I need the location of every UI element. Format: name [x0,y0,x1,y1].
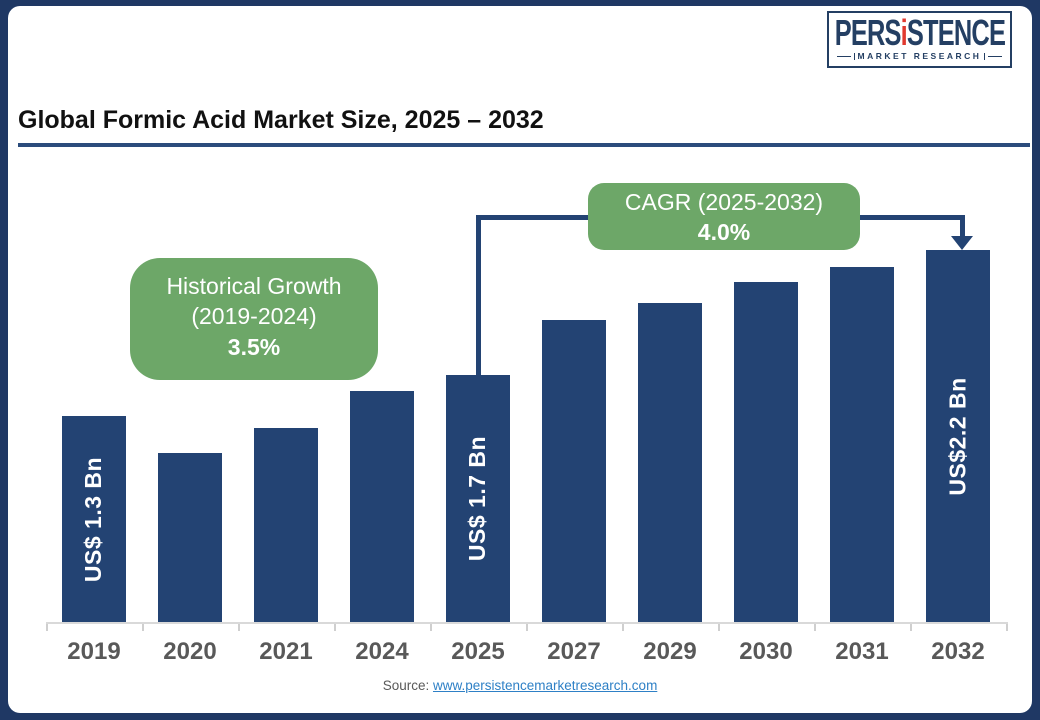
cagr-connector-left-horizontal [478,215,588,220]
cagr-connector-left-vertical [476,215,481,375]
x-axis-tick [718,624,720,631]
x-axis-tick [334,624,336,631]
x-axis-year-label: 2027 [547,638,601,665]
cagr-connector-right-vertical [960,215,965,238]
x-axis-tick [814,624,816,631]
x-axis-year-label: 2032 [931,638,985,665]
cagr-value: 4.0% [697,219,751,246]
x-axis-year-label: 2029 [643,638,697,665]
cagr-line1: CAGR (2025-2032) [624,189,824,215]
page-title: Global Formic Acid Market Size, 2025 – 2… [18,106,544,134]
tagline-right-tick [984,52,986,60]
historical-growth-line2: (2019-2024) [191,303,317,330]
bar-2019: US$ 1.3 Bn [62,416,126,622]
bar-2030 [734,282,798,622]
x-axis-tick [46,624,48,631]
x-axis-year-label: 2021 [259,638,313,665]
logo-tagline-text: MARKET RESEARCH [857,51,982,61]
historical-growth-line1: Historical Growth [166,273,342,299]
tagline-left-tick [853,52,855,60]
x-axis-year-label: 2025 [451,638,505,665]
cagr-annotation: CAGR (2025-2032) 4.0% [588,183,860,250]
x-axis-year-label: 2020 [163,638,217,665]
title-underline [18,143,1030,147]
bar-2029 [638,303,702,622]
bar-2025: US$ 1.7 Bn [446,375,510,622]
source-line: Source: www.persistencemarketresearch.co… [8,678,1032,693]
chart-area: US$ 1.3 Bn 2019 2020 2021 2024 US$ 1.7 Bn 2025… [8,6,1032,713]
x-axis-year-label: 2031 [835,638,889,665]
x-axis-year-label: 2019 [67,638,121,665]
x-axis-tick [1006,624,1008,631]
historical-growth-annotation: Historical Growth (2019-2024) 3.5% [130,258,378,380]
x-axis-tick [430,624,432,631]
bar-2021 [254,428,318,622]
historical-growth-value: 3.5% [227,333,281,360]
x-axis-tick [526,624,528,631]
infographic-canvas: PERSiSTENCE MARKET RESEARCH Global Formi… [8,6,1032,713]
x-axis-year-label: 2030 [739,638,793,665]
bar-value-label: US$ 1.7 Bn [464,435,491,562]
tagline-left-line [836,55,851,57]
bar-2032: US$2.2 Bn [926,250,990,622]
logo-tagline: MARKET RESEARCH [836,51,1003,61]
bar-2024 [350,391,414,622]
logo-red-i: i [900,11,907,54]
x-axis-tick [910,624,912,631]
bar-2031 [830,267,894,622]
cagr-connector-right-horizontal [860,215,965,220]
x-axis-tick [238,624,240,631]
x-axis-tick [142,624,144,631]
bar-2020 [158,453,222,622]
source-label: Source: [382,678,430,693]
bar-value-label: US$ 1.3 Bn [80,456,107,582]
bar-value-label: US$2.2 Bn [944,376,971,496]
cagr-arrow-down-icon [951,236,973,250]
x-axis-line [46,622,1008,624]
persistence-logo: PERSiSTENCE MARKET RESEARCH [827,11,1012,68]
source-link[interactable]: www.persistencemarketresearch.com [432,678,658,693]
logo-brand-text: PERSiSTENCE [834,11,1005,54]
tagline-right-line [988,55,1003,57]
x-axis-tick [622,624,624,631]
bar-2027 [542,320,606,622]
x-axis-year-label: 2024 [355,638,409,665]
